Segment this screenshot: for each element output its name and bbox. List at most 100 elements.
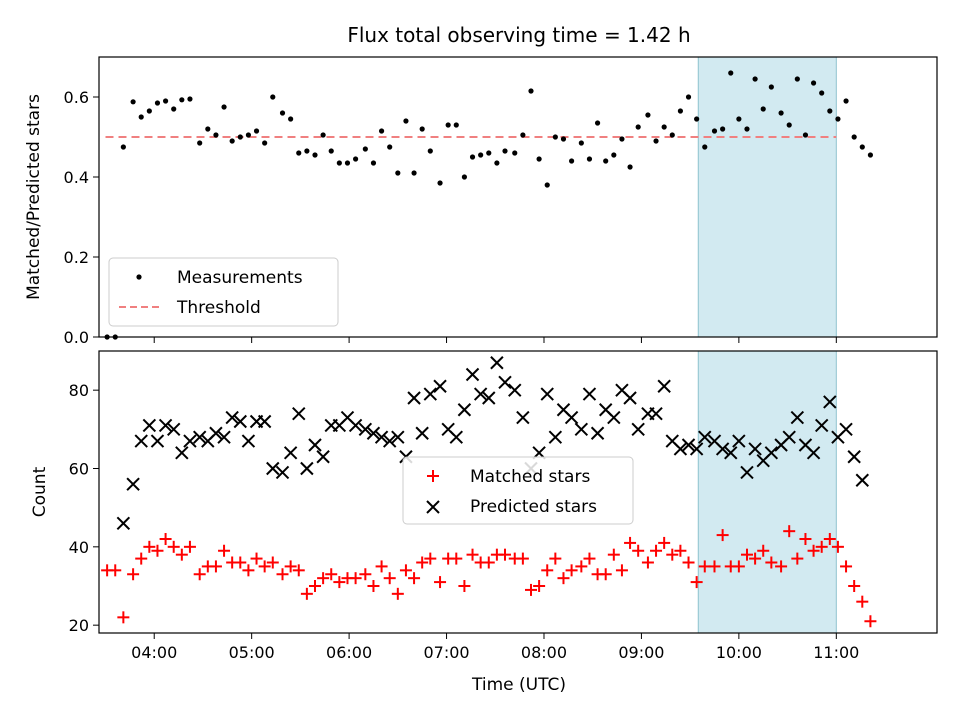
matched-stars-point [159,533,172,545]
predicted-stars-point [482,391,496,405]
measurement-point [611,152,617,158]
predicted-stars-point [209,426,223,440]
predicted-stars-point [292,406,306,421]
predicted-x-stroke [782,430,796,444]
predicted-stars-point [806,446,821,460]
bottom-legend-box [402,456,634,525]
matched-stars-point [541,564,554,577]
bottom-highlight-span [697,350,837,634]
matched-stars-point [831,540,844,553]
top-y-tick-label: 0.4 [64,168,89,187]
measurement-point [237,134,243,140]
matched-stars-point [823,533,836,545]
measurement-point [403,118,409,124]
predicted-x-stroke [183,434,197,448]
matched-stars-point [732,560,745,573]
bottom-x-ticks: 04:00 05:00 06:00 07:00 08:00 09:00 10:00 11:00 [131,633,859,662]
predicted-x-stroke [348,418,363,433]
measurement-point [469,154,476,160]
measurement-point [653,138,659,144]
measurement-point [130,99,136,105]
top-plot-frame [98,56,938,338]
predicted-stars-point [508,383,522,397]
predicted-stars-point [748,442,762,456]
predicted-x-stroke [855,473,870,487]
measurement-point [661,124,667,130]
matched-stars-point [840,560,853,573]
matched-stars-point [300,587,313,600]
x-tick-label: 05:00 [229,643,275,662]
matched-stars-point [242,564,255,577]
predicted-x-stroke [126,477,140,491]
matched-stars-point [674,544,687,557]
predicted-stars-point [724,446,738,460]
matched-stars-point [193,568,206,581]
predicted-x-stroke [564,410,579,425]
matched-stars-point [848,580,861,592]
measurement-point [568,158,575,164]
predicted-stars-point [740,465,754,480]
matched-stars-point [682,556,695,569]
predicted-x-stroke [516,410,530,425]
measurement-point [720,126,726,132]
matched-stars-point [367,580,380,592]
matched-stars-point [258,560,271,573]
measurement-point [279,110,286,116]
predicted-x-stroke [257,414,272,429]
matched-stars-point [333,576,346,589]
predicted-x-stroke [316,450,330,464]
measurement-point [288,116,294,122]
predicted-stars-point [348,418,363,433]
measurement-point [827,108,833,114]
measurement-point [794,76,800,82]
predicted-stars-point [142,418,157,433]
predicted-x-stroke [574,422,589,437]
matched-stars-point [615,564,628,577]
matched-stars-point [650,544,663,557]
x-tick-label: 08:00 [521,643,567,662]
predicted-x-stroke [823,395,837,409]
matched-stars-point [383,572,396,585]
predicted-x-stroke [241,434,256,448]
predicted-stars-point [175,446,189,460]
measurement-point [205,126,211,132]
measurement-point [427,148,433,154]
predicted-stars-point [225,410,239,425]
predicted-x-stroke [498,375,512,390]
measurement-point [162,98,169,104]
measurement-point [304,148,310,154]
measurement-point [296,150,302,156]
matched-stars-point [624,536,637,549]
predicted-x-stroke [358,422,373,437]
measurement-point [778,110,784,116]
predicted-x-stroke [225,410,239,425]
predicted-x-stroke [366,426,381,440]
top-y-axis-label: Matched/Predicted stars [24,94,44,300]
measurement-point [213,132,219,138]
predicted-stars-point [192,430,207,444]
legend-predicted-label: Predicted stars [470,497,597,517]
measurement-point [851,134,857,140]
measurement-point [378,128,385,134]
predicted-x-stroke [732,434,746,448]
predicted-stars-point [166,422,181,437]
predicted-x-stroke [209,426,223,440]
measurement-point [677,108,684,114]
predicted-x-stroke [806,446,821,460]
measurement-point [245,132,252,138]
bottom-y-tick-label: 80 [69,381,89,400]
measurement-point [419,126,425,132]
predicted-x-stroke [433,379,447,393]
predicted-x-stroke [490,356,504,370]
measurement-point [512,150,518,156]
measurement-point [336,160,342,166]
predicted-stars-point [673,442,688,456]
matched-stars-point [740,548,753,561]
measurement-point [520,132,526,138]
predicted-stars-point [217,430,231,444]
x-tick-label: 07:00 [423,643,469,662]
predicted-stars-point [457,403,472,417]
top-x-ticks [153,337,837,343]
matched-stars-point [716,529,729,542]
matched-stars-point [565,564,578,577]
